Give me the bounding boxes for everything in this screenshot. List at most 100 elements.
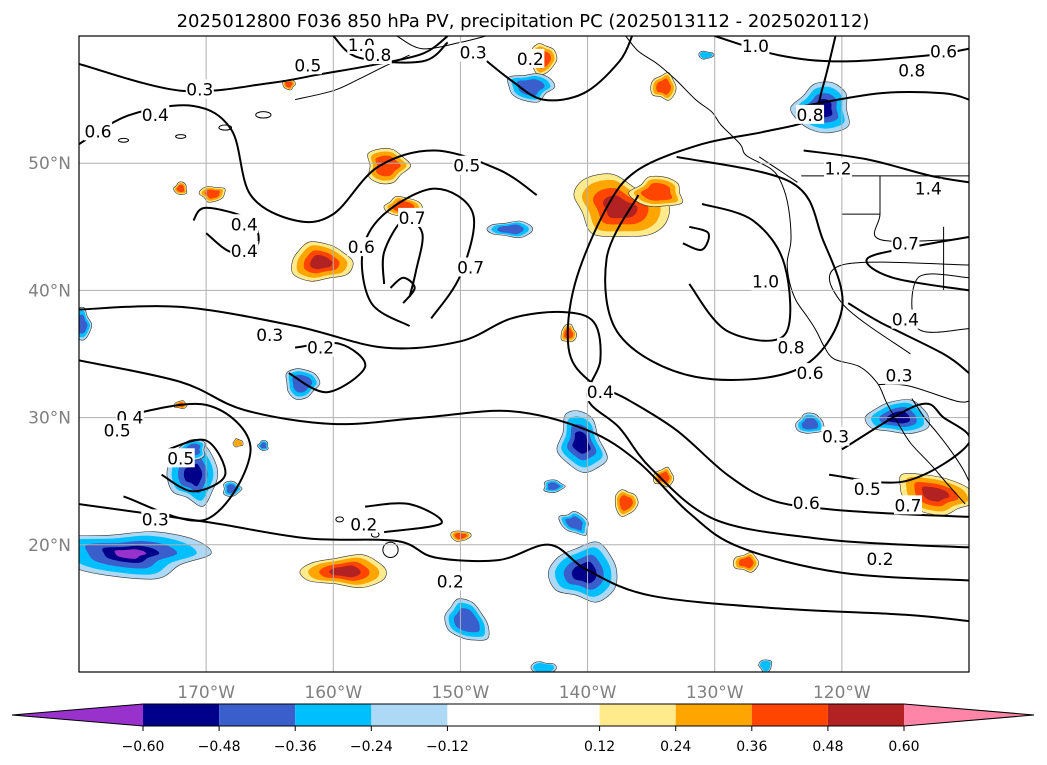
island-outline xyxy=(218,124,233,131)
pv-isoline xyxy=(116,402,252,522)
precip-anomaly-patch xyxy=(114,549,147,559)
precip-anomaly-patch xyxy=(801,417,819,430)
contour-label-halo xyxy=(436,571,465,591)
contour-label: 0.8 xyxy=(898,61,925,81)
contour-label: 0.7 xyxy=(892,234,919,254)
pv-isoline xyxy=(79,36,449,93)
coastline xyxy=(878,383,969,403)
coastline xyxy=(758,156,798,183)
contour-label-halo xyxy=(893,495,922,515)
contour-label: 0.5 xyxy=(167,449,194,469)
colorbar-tick-label: −0.12 xyxy=(426,739,469,755)
pv-isoline xyxy=(803,91,969,107)
contour-label-halo xyxy=(103,420,132,440)
island-outline xyxy=(117,137,130,143)
contour-label-halo xyxy=(751,271,780,291)
contour-label-halo xyxy=(230,240,259,260)
contour-label-halo xyxy=(796,363,825,383)
colorbar-lower-extend xyxy=(12,704,143,726)
contour-label: 0.5 xyxy=(294,56,321,76)
longitude-tick-label: 150°W xyxy=(432,683,490,703)
colorbar-tick-label: 0.12 xyxy=(584,739,615,755)
contour-label: 0.4 xyxy=(231,242,258,262)
precip-anomaly-patch xyxy=(759,660,771,672)
graticule xyxy=(79,36,969,672)
precip-anomaly-patch xyxy=(533,662,555,672)
precip-anomaly-patch xyxy=(375,155,401,177)
contour-label-halo xyxy=(586,382,615,402)
latitude-tick-label: 40°N xyxy=(28,281,71,301)
pv-isoline xyxy=(847,302,969,374)
contour-label: 0.3 xyxy=(142,510,169,530)
contour-label: 1.0 xyxy=(752,272,779,292)
pv-isoline xyxy=(79,359,969,582)
precip-anomaly-patch xyxy=(329,565,361,578)
colorbar-tick-label: 0.24 xyxy=(660,739,691,755)
contour-label-halo xyxy=(84,121,113,141)
precip-anomaly-patch xyxy=(572,431,591,454)
contour-label-halo xyxy=(293,55,322,75)
contour-label-halo xyxy=(349,514,378,534)
contour-label-halo xyxy=(796,104,825,124)
contour-label: 0.8 xyxy=(797,106,824,126)
latitude-tick-label: 50°N xyxy=(28,154,71,174)
contour-label: 0.8 xyxy=(777,339,804,359)
contour-label: 0.2 xyxy=(437,573,464,593)
colorbar-tick-label: −0.60 xyxy=(122,739,165,755)
contour-label: 0.7 xyxy=(894,496,921,516)
precip-anomaly-patch xyxy=(738,556,754,569)
contour-label-halo xyxy=(914,178,943,198)
contour-label-halo xyxy=(398,207,427,227)
precip-anomaly-patch xyxy=(700,51,713,59)
contour-label: 0.8 xyxy=(364,46,391,66)
contour-label-halo xyxy=(853,478,882,498)
colorbar-segment xyxy=(675,704,752,726)
contour-label-halo xyxy=(891,233,920,253)
contour-label: 0.3 xyxy=(886,367,913,387)
colorbar-upper-extend xyxy=(904,704,1034,726)
precip-anomaly-patch xyxy=(602,195,638,219)
latitude-tick-label: 20°N xyxy=(28,536,71,556)
pv-isoline xyxy=(365,502,443,534)
colorbar-tick-label: 0.48 xyxy=(812,739,843,755)
contour-label: 0.3 xyxy=(256,326,283,346)
precip-anomaly-patch xyxy=(640,183,673,201)
pv-isoline xyxy=(682,225,710,251)
colorbar-tick-label: −0.24 xyxy=(350,739,393,755)
contour-label: 0.6 xyxy=(797,364,824,384)
contour-label-halo xyxy=(824,158,853,178)
contour-label: 0.6 xyxy=(930,42,957,62)
contour-label-halo xyxy=(821,426,850,446)
coastline-and-borders xyxy=(117,36,969,559)
contour-label: 0.2 xyxy=(866,550,893,570)
precip-anomaly-patch xyxy=(619,495,633,511)
longitude-tick-label: 120°W xyxy=(813,683,871,703)
precip-anomaly-patch xyxy=(571,561,597,584)
contour-label: 0.7 xyxy=(399,209,426,229)
pv-isoline xyxy=(381,218,424,298)
pv-isoline xyxy=(478,36,634,102)
contour-label-halo xyxy=(929,41,958,61)
precip-anomaly-patch xyxy=(204,189,220,199)
pv-isoline xyxy=(389,276,416,304)
colorbar-segment xyxy=(143,704,220,726)
contour-label: 1.4 xyxy=(915,180,942,200)
colorbar-segment xyxy=(295,704,372,726)
precip-anomaly-patch xyxy=(656,78,672,95)
colorbar-segment xyxy=(751,704,828,726)
contour-label-halo xyxy=(885,365,914,385)
contour-label: 0.2 xyxy=(517,50,544,70)
colorbar-tick-label: −0.48 xyxy=(198,739,241,755)
contour-label-halo xyxy=(792,492,821,512)
contour-label-halo xyxy=(141,509,170,529)
contour-label: 0.4 xyxy=(587,383,614,403)
pv-isoline xyxy=(865,236,969,292)
contour-label: 0.7 xyxy=(457,259,484,279)
coastline xyxy=(625,36,966,505)
coastline xyxy=(873,175,957,242)
contour-label: 0.4 xyxy=(892,311,919,331)
precip-anomaly-patch xyxy=(922,486,950,502)
contour-label: 0.6 xyxy=(793,494,820,514)
contour-label: 0.6 xyxy=(85,122,112,142)
contour-label: 1.2 xyxy=(825,159,852,179)
